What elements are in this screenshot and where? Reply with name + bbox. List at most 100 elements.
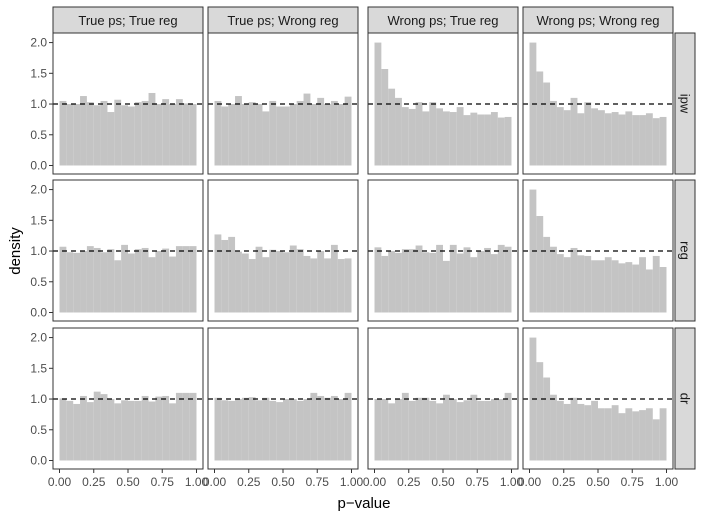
y-tick-label: 1.5 xyxy=(30,66,47,80)
histogram-bar xyxy=(107,249,115,313)
histogram-bar xyxy=(66,104,74,166)
histogram-bar xyxy=(330,395,338,461)
x-tick-label: 0.00 xyxy=(363,475,387,489)
x-tick-label: 1.00 xyxy=(185,475,209,489)
x-tick-label: 0.75 xyxy=(151,475,175,489)
histogram-bar xyxy=(645,408,653,461)
facet-strip-row xyxy=(674,32,696,175)
facet-strip-row-label: reg xyxy=(678,241,693,260)
histogram-bar xyxy=(155,104,163,166)
histogram-bar xyxy=(443,111,450,166)
histogram-bar xyxy=(189,104,197,166)
histogram-bar xyxy=(436,244,443,313)
histogram-bar xyxy=(221,106,229,166)
panel-border xyxy=(207,179,359,322)
histogram-bar xyxy=(388,251,396,313)
histogram-bar xyxy=(330,100,338,166)
histogram-bar xyxy=(504,116,512,166)
histogram-bar xyxy=(344,96,352,166)
histogram-bar xyxy=(141,247,149,313)
histogram-bar xyxy=(645,113,653,166)
histogram-bar xyxy=(80,96,87,166)
histogram-bar xyxy=(73,403,81,461)
histogram-bar xyxy=(395,399,402,461)
histogram-bar xyxy=(625,262,633,313)
histogram-bar xyxy=(408,249,416,313)
panel-border xyxy=(52,179,204,322)
histogram-bar xyxy=(652,255,660,313)
y-tick-label: 0.5 xyxy=(30,275,47,289)
facet-strip-column-label: True ps; True reg xyxy=(78,13,177,28)
x-tick-label: 0.25 xyxy=(82,475,106,489)
histogram-bar xyxy=(121,244,128,313)
histogram-bar xyxy=(436,108,443,166)
histogram-bar xyxy=(248,102,256,166)
histogram-bar xyxy=(652,118,660,166)
y-tick-label: 2.0 xyxy=(30,331,47,345)
histogram-bar xyxy=(536,71,544,166)
histogram-bar xyxy=(536,216,544,313)
histogram-bar xyxy=(470,394,478,461)
histogram-bar xyxy=(148,401,156,461)
facet-strip-row xyxy=(674,327,696,470)
histogram-bar xyxy=(289,104,297,166)
histogram-bar xyxy=(162,99,170,166)
histogram-bar xyxy=(470,112,478,166)
histogram-bar xyxy=(497,399,505,461)
histogram-bar xyxy=(543,377,551,461)
facet-strip-row-label: dr xyxy=(678,393,693,405)
histogram-bar xyxy=(303,255,311,313)
histogram-bar xyxy=(228,400,236,461)
histogram-bar xyxy=(162,395,170,461)
x-tick-label: 0.25 xyxy=(237,475,261,489)
histogram-bar xyxy=(235,251,242,313)
histogram-bar xyxy=(504,246,512,313)
histogram-bar xyxy=(148,92,156,166)
histogram-bar xyxy=(189,246,197,313)
histogram-bar xyxy=(169,256,176,313)
histogram-bar xyxy=(381,255,389,313)
histogram-bar xyxy=(470,257,478,313)
y-tick-label: 1.5 xyxy=(30,213,47,227)
facet-strip-column-label: Wrong ps; True reg xyxy=(387,13,498,28)
histogram-bar xyxy=(86,246,94,313)
histogram-bar xyxy=(550,100,557,166)
histogram-bar xyxy=(269,400,277,461)
y-tick-label: 0.0 xyxy=(30,306,47,320)
histogram-bar xyxy=(296,249,304,313)
histogram-bar xyxy=(504,392,512,461)
histogram-bar xyxy=(618,263,626,313)
histogram-bar xyxy=(477,251,485,313)
panel-border xyxy=(367,32,519,175)
histogram-bar xyxy=(563,257,571,313)
y-tick-label: 0.0 xyxy=(30,159,47,173)
x-tick-label: 0.75 xyxy=(621,475,645,489)
histogram-bar xyxy=(584,102,592,166)
histogram-bar xyxy=(276,402,283,461)
histogram-bar xyxy=(324,104,331,166)
histogram-bar xyxy=(659,267,667,313)
histogram-bar xyxy=(611,260,619,313)
histogram-bar xyxy=(422,397,430,461)
histogram-bar xyxy=(543,82,551,166)
histogram-bar xyxy=(645,269,653,313)
histogram-bar xyxy=(59,100,67,166)
histogram-bar xyxy=(659,116,667,166)
histogram-bar xyxy=(337,259,345,313)
histogram-bar xyxy=(337,104,345,166)
histogram-bar xyxy=(310,104,318,166)
histogram-bar xyxy=(114,260,122,313)
x-tick-label: 0.25 xyxy=(552,475,576,489)
histogram-bar xyxy=(381,399,389,461)
histogram-bar xyxy=(591,108,598,166)
panel-border xyxy=(522,32,674,175)
x-tick-label: 0.50 xyxy=(116,475,140,489)
histogram-bar xyxy=(337,399,345,461)
histogram-bar xyxy=(86,402,94,461)
x-tick-label: 0.75 xyxy=(306,475,330,489)
histogram-bar xyxy=(248,397,256,461)
histogram-bar xyxy=(577,403,585,461)
histogram-bar xyxy=(497,117,505,166)
histogram-bar xyxy=(310,258,318,313)
histogram-bar xyxy=(175,99,183,166)
